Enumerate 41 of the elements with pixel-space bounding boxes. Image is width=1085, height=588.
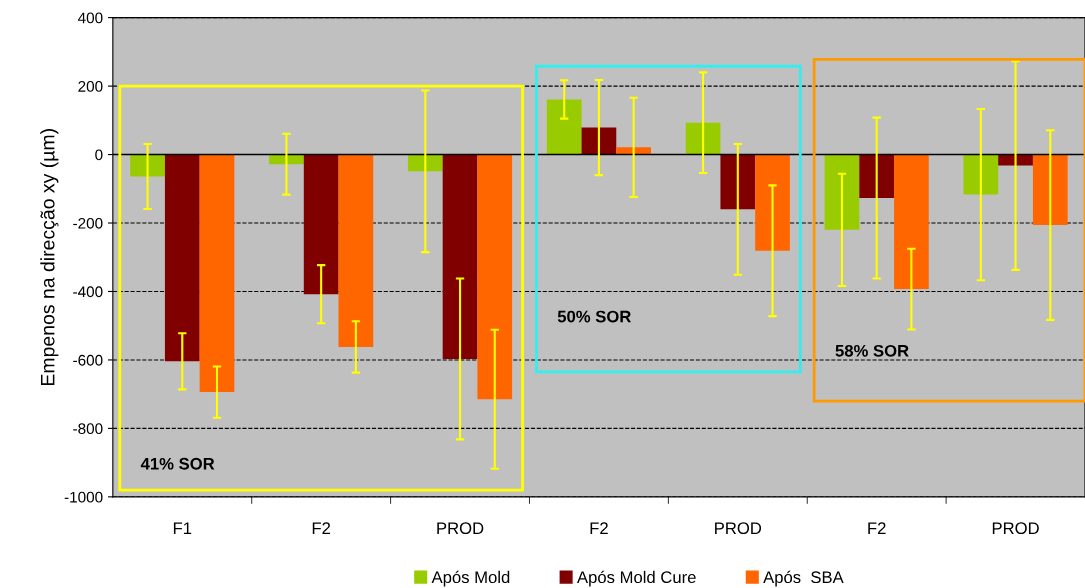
y-axis-title: Empenos na direcção xy (µm) [40,129,59,385]
bar [442,154,478,359]
bar [477,154,513,400]
bar [130,154,165,177]
bar [338,154,374,347]
x-tick-label: PROD [715,522,762,535]
bar [894,154,929,290]
bar [164,154,200,362]
x-tick-label: F2 [590,522,608,534]
bar [755,154,790,251]
x-tick-label: PROD [437,522,484,535]
y-tick-label: -200 [73,217,103,229]
y-tick-label: -600 [73,354,103,366]
x-tick-label: F2 [312,522,331,534]
y-tick-label: -1000 [64,491,103,503]
legend-label: Após Mold Cure [576,570,696,587]
bar [685,122,721,155]
legend-label: Após Mold [431,570,510,587]
bar [616,147,651,155]
y-tick-label: 0 [95,149,103,161]
x-tick-label: PROD [992,522,1039,535]
x-tick-label: F1 [173,522,192,534]
y-tick-label: 400 [77,12,103,24]
legend-label: Após SBA [763,570,844,587]
bar [1032,154,1068,226]
y-tick-label: 200 [78,80,103,92]
bar [407,154,443,172]
annotation: 50% SOR [557,310,632,323]
annotation: 41% SOR [140,457,215,470]
bar [998,154,1033,166]
bar [859,154,895,199]
x-tick-label: F2 [868,522,886,534]
bar [824,154,860,230]
y-tick-label: -800 [73,423,103,435]
annotation: 58% SOR [835,344,909,357]
y-tick-label: -400 [73,286,103,298]
bar [963,154,999,195]
bar [720,154,756,210]
bar [303,154,339,295]
bar [546,99,582,155]
bar [199,154,235,393]
